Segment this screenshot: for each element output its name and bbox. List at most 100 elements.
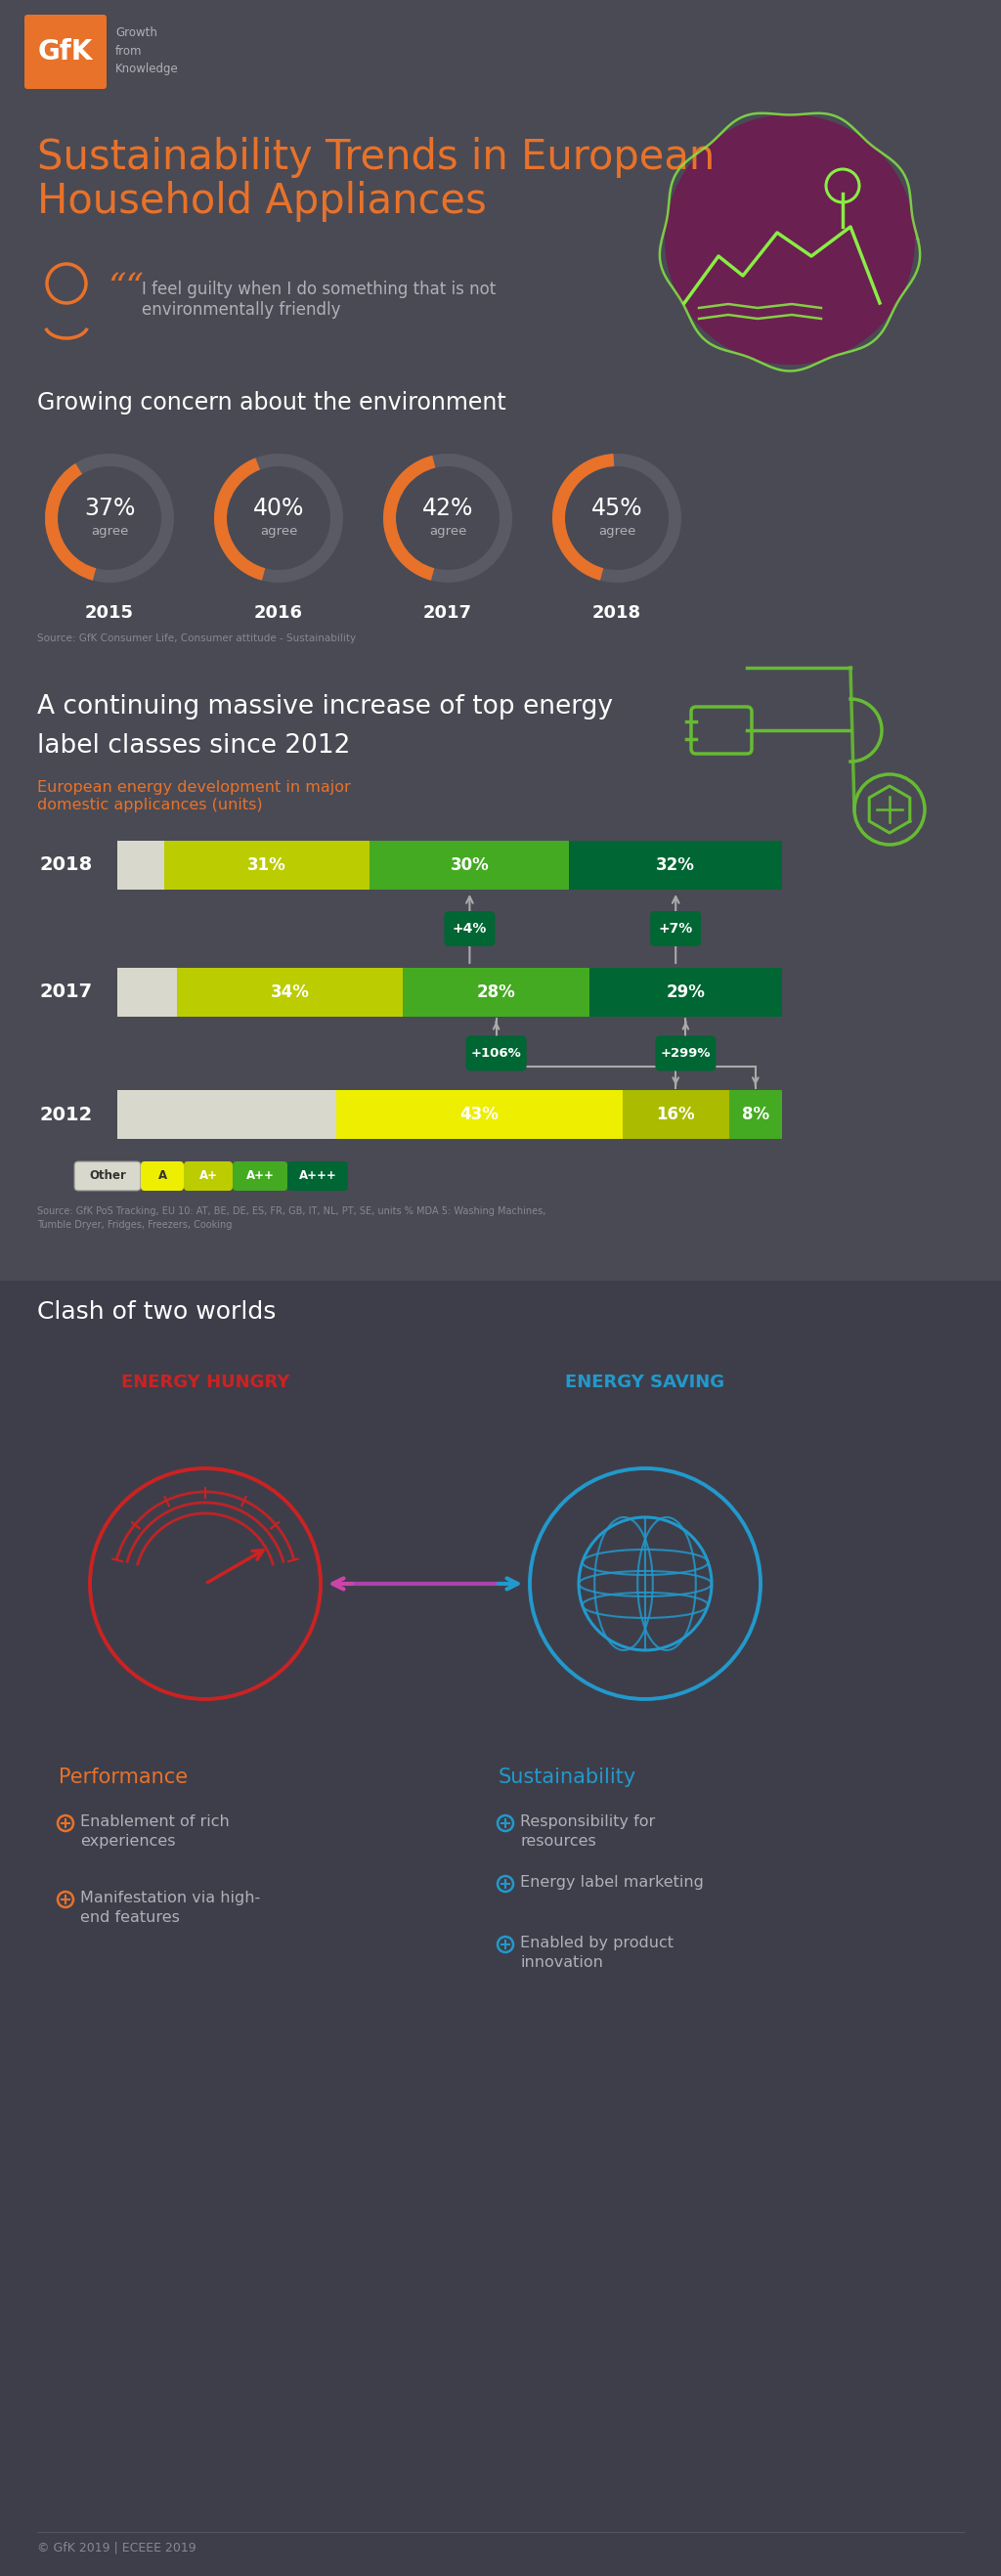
Text: Growing concern about the environment: Growing concern about the environment [37, 392, 507, 415]
Text: 8%: 8% [742, 1105, 769, 1123]
Text: 30%: 30% [450, 855, 489, 873]
Bar [177, 969, 403, 1018]
Bar [117, 969, 177, 1018]
Wedge shape [117, 969, 142, 1018]
Text: 29%: 29% [666, 984, 705, 1002]
Wedge shape [758, 1090, 782, 1139]
Text: 2018: 2018 [593, 605, 642, 621]
Text: agree: agree [91, 526, 128, 538]
Bar [758, 840, 782, 889]
Text: Energy label marketing: Energy label marketing [521, 1875, 704, 1891]
Text: Enablement of rich
experiences: Enablement of rich experiences [80, 1814, 229, 1850]
Text: Other: Other [89, 1170, 126, 1182]
Text: ENERGY SAVING: ENERGY SAVING [566, 1373, 725, 1391]
Text: +4%: +4% [452, 922, 486, 935]
Text: Performance: Performance [59, 1767, 188, 1788]
Bar [370, 840, 570, 889]
Text: domestic applicances (units): domestic applicances (units) [37, 799, 262, 811]
Text: Enabled by product
innovation: Enabled by product innovation [521, 1935, 674, 1971]
Text: Responsibility for
resources: Responsibility for resources [521, 1814, 656, 1850]
Text: A continuing massive increase of top energy: A continuing massive increase of top ene… [37, 693, 613, 719]
Text: Source: GfK Consumer Life, Consumer attitude - Sustainability: Source: GfK Consumer Life, Consumer atti… [37, 634, 356, 644]
FancyBboxPatch shape [656, 1036, 716, 1072]
Bar [623, 1090, 729, 1139]
Text: 2018: 2018 [39, 855, 92, 873]
Text: agree: agree [260, 526, 297, 538]
FancyBboxPatch shape [287, 1162, 348, 1190]
Text: 28%: 28% [476, 984, 516, 1002]
FancyBboxPatch shape [444, 912, 495, 945]
Text: Manifestation via high-
end features: Manifestation via high- end features [80, 1891, 260, 1924]
Wedge shape [383, 456, 435, 580]
Bar [590, 969, 782, 1018]
Text: Tumble Dryer, Fridges, Freezers, Cooking: Tumble Dryer, Fridges, Freezers, Cooking [37, 1221, 232, 1229]
Wedge shape [45, 453, 174, 582]
Bar [729, 1090, 782, 1139]
Text: 45%: 45% [592, 497, 643, 520]
Wedge shape [383, 453, 513, 582]
Wedge shape [758, 969, 782, 1018]
Text: Household Appliances: Household Appliances [37, 180, 486, 222]
Text: 16%: 16% [657, 1105, 695, 1123]
Text: 42%: 42% [422, 497, 473, 520]
Text: A+: A+ [199, 1170, 217, 1182]
Text: +7%: +7% [659, 922, 693, 935]
Circle shape [665, 113, 915, 366]
Text: environmentally friendly: environmentally friendly [142, 301, 340, 319]
Bar [117, 840, 142, 889]
Text: 34%: 34% [270, 984, 309, 1002]
Text: © GfK 2019 | ECEEE 2019: © GfK 2019 | ECEEE 2019 [37, 2543, 196, 2555]
Text: Sustainability: Sustainability [498, 1767, 637, 1788]
Text: 2017: 2017 [39, 984, 92, 1002]
FancyBboxPatch shape [465, 1036, 527, 1072]
Text: I feel guilty when I do something that is not: I feel guilty when I do something that i… [142, 281, 495, 299]
Wedge shape [117, 1090, 142, 1139]
Bar [0, 1280, 1001, 2576]
Text: 40%: 40% [253, 497, 304, 520]
Text: 2015: 2015 [85, 605, 134, 621]
Text: Growth
from
Knowledge: Growth from Knowledge [115, 26, 178, 75]
Wedge shape [45, 464, 96, 580]
Text: 32%: 32% [657, 855, 695, 873]
Bar [117, 1090, 336, 1139]
Text: +299%: +299% [661, 1046, 711, 1059]
Bar [336, 1090, 623, 1139]
Text: A: A [158, 1170, 167, 1182]
Bar [570, 840, 782, 889]
Wedge shape [553, 453, 682, 582]
FancyBboxPatch shape [232, 1162, 287, 1190]
Text: A+++: A+++ [298, 1170, 336, 1182]
FancyBboxPatch shape [24, 15, 106, 90]
Text: ““: ““ [107, 273, 144, 304]
Text: agree: agree [429, 526, 466, 538]
Bar [403, 969, 590, 1018]
Text: 43%: 43% [460, 1105, 499, 1123]
Text: label classes since 2012: label classes since 2012 [37, 734, 350, 757]
FancyBboxPatch shape [74, 1162, 141, 1190]
Wedge shape [214, 453, 343, 582]
Text: GfK: GfK [38, 39, 93, 64]
Text: 2012: 2012 [39, 1105, 92, 1123]
FancyBboxPatch shape [651, 912, 701, 945]
Text: 2017: 2017 [423, 605, 472, 621]
Text: Sustainability Trends in European: Sustainability Trends in European [37, 137, 715, 178]
Text: European energy development in major: European energy development in major [37, 781, 350, 796]
Text: Source: GfK PoS Tracking, EU 10: AT, BE, DE, ES, FR, GB, IT, NL, PT, SE, units %: Source: GfK PoS Tracking, EU 10: AT, BE,… [37, 1206, 546, 1216]
Bar [758, 969, 782, 1018]
Text: Clash of two worlds: Clash of two worlds [37, 1301, 276, 1324]
Text: 37%: 37% [84, 497, 135, 520]
Wedge shape [117, 840, 142, 889]
Text: 31%: 31% [247, 855, 286, 873]
Wedge shape [758, 840, 782, 889]
Text: A++: A++ [246, 1170, 274, 1182]
Bar [117, 840, 164, 889]
Bar [117, 1090, 142, 1139]
Text: ENERGY HUNGRY: ENERGY HUNGRY [121, 1373, 289, 1391]
Wedge shape [214, 459, 265, 580]
FancyBboxPatch shape [141, 1162, 184, 1190]
FancyBboxPatch shape [184, 1162, 232, 1190]
Wedge shape [553, 453, 615, 580]
Bar [758, 1090, 782, 1139]
Bar [164, 840, 370, 889]
Bar [117, 969, 142, 1018]
